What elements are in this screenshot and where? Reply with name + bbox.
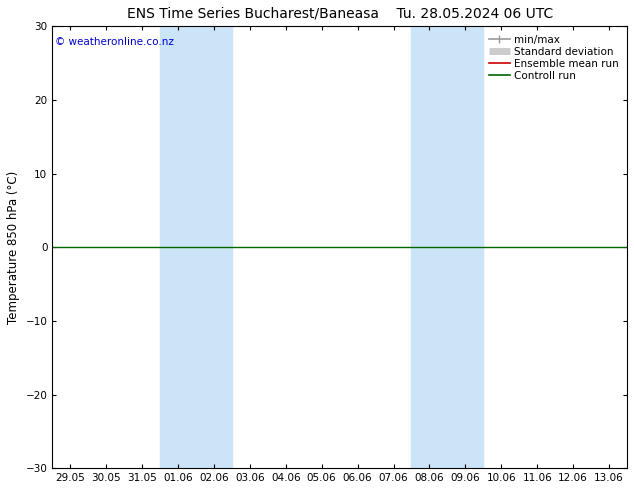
Legend: min/max, Standard deviation, Ensemble mean run, Controll run: min/max, Standard deviation, Ensemble me… [486, 31, 622, 84]
Bar [411, 26, 483, 468]
Y-axis label: Temperature 850 hPa (°C): Temperature 850 hPa (°C) [7, 171, 20, 324]
Text: © weatheronline.co.nz: © weatheronline.co.nz [55, 37, 174, 48]
Title: ENS Time Series Bucharest/Baneasa    Tu. 28.05.2024 06 UTC: ENS Time Series Bucharest/Baneasa Tu. 28… [127, 7, 553, 21]
Bar [160, 26, 232, 468]
